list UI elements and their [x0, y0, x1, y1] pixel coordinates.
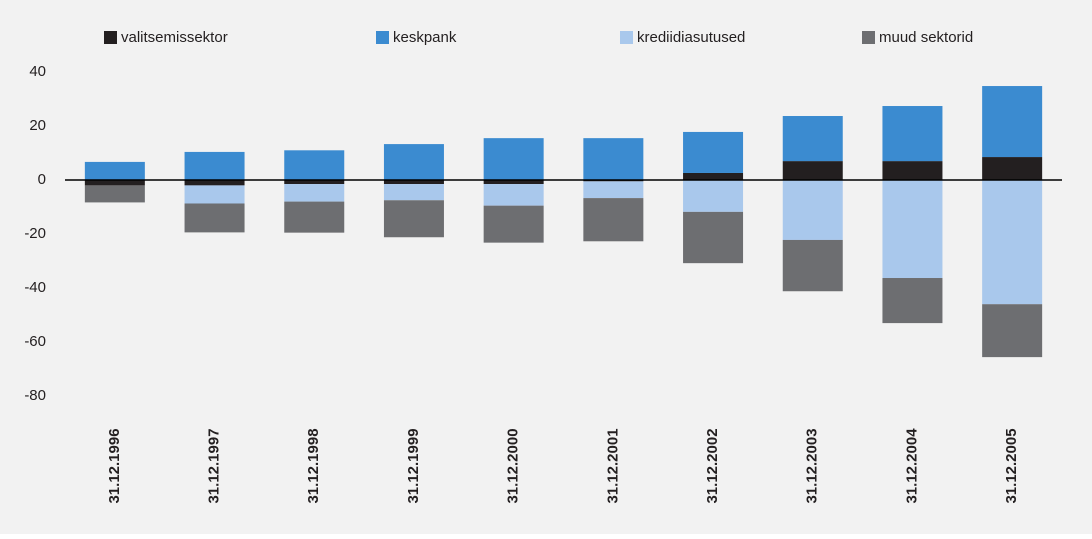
bar-segment [184, 203, 245, 233]
bar-segment [683, 180, 744, 212]
x-tick-label: 31.12.1999 [405, 428, 422, 503]
x-tick-label: 31.12.1997 [206, 428, 223, 503]
x-tick-label: 31.12.2000 [505, 428, 522, 503]
bar-segment [683, 131, 744, 173]
legend-swatch [862, 31, 875, 44]
y-tick-label: -40 [24, 279, 46, 296]
bar-segment [284, 184, 345, 202]
bar-segment [583, 138, 644, 180]
bar-segment [483, 138, 544, 180]
bar-segment [483, 205, 544, 243]
y-tick-label: 40 [29, 63, 46, 80]
bar-segment [782, 180, 843, 240]
legend-label: valitsemissektor [121, 29, 228, 46]
bar-segment [84, 180, 145, 186]
bar-segment [84, 161, 145, 180]
x-tick-label: 31.12.2002 [704, 428, 721, 503]
bar-segment [184, 180, 245, 186]
x-tick-label: 31.12.1998 [305, 428, 322, 503]
bar-segment [683, 172, 744, 180]
bar-segment [84, 185, 145, 203]
bar-segment [383, 144, 444, 180]
y-tick-label: -20 [24, 225, 46, 242]
bar-segment [982, 157, 1043, 180]
bar-segment [982, 180, 1043, 305]
legend-swatch [620, 31, 633, 44]
y-tick-label: -80 [24, 387, 46, 404]
bar-segment [383, 180, 444, 185]
bar-segment [782, 239, 843, 292]
legend-label: keskpank [393, 29, 457, 46]
bar-segment [882, 278, 943, 324]
bar-segment [383, 184, 444, 201]
bar-segment [583, 181, 644, 199]
bar-segment [583, 198, 644, 242]
legend-label: krediidiasutused [637, 29, 745, 46]
bar-segment [882, 180, 943, 279]
x-tick-label: 31.12.2004 [903, 428, 920, 504]
x-tick-label: 31.12.1996 [106, 428, 123, 503]
x-tick-label: 31.12.2005 [1003, 428, 1020, 503]
bar-segment [982, 304, 1043, 358]
bar-segment [782, 161, 843, 180]
bar-segment [284, 201, 345, 233]
bar-segment [683, 211, 744, 264]
bar-segment [184, 151, 245, 180]
bar-segment [982, 86, 1043, 158]
y-tick-label: -60 [24, 333, 46, 350]
y-tick-label: 20 [29, 117, 46, 134]
legend-label: muud sektorid [879, 29, 973, 46]
bar-segment [383, 200, 444, 238]
bar-segment [483, 184, 544, 206]
bar-segment [782, 116, 843, 162]
bar-segment [184, 185, 245, 204]
bar-segment [882, 106, 943, 162]
bar-segment [284, 150, 345, 180]
legend-swatch [376, 31, 389, 44]
bar-segment [284, 180, 345, 185]
y-tick-label: 0 [38, 171, 46, 188]
x-tick-label: 31.12.2001 [604, 428, 621, 503]
bar-segment [483, 180, 544, 185]
legend-swatch [104, 31, 117, 44]
x-tick-label: 31.12.2003 [804, 428, 821, 503]
bar-segment [882, 161, 943, 180]
